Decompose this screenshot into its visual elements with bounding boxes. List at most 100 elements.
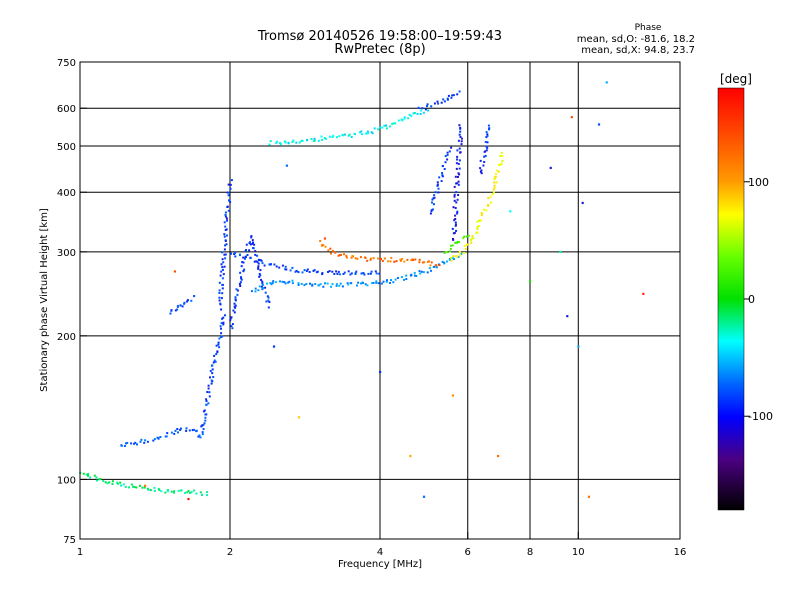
data-point	[133, 486, 136, 488]
data-point	[436, 181, 439, 184]
data-point	[577, 345, 580, 348]
data-point	[426, 105, 428, 108]
data-point	[321, 244, 323, 247]
data-point	[570, 116, 573, 119]
data-point	[469, 239, 472, 242]
data-point	[261, 282, 264, 285]
data-point	[218, 289, 221, 292]
y-tick-label: 100	[57, 475, 76, 486]
data-point	[153, 486, 156, 489]
data-point	[201, 433, 204, 436]
data-point	[340, 253, 342, 256]
data-point	[188, 429, 191, 432]
data-point	[605, 81, 608, 84]
data-point	[372, 257, 375, 260]
chart-subtitle: RwPretec (8p)	[334, 42, 425, 57]
data-point	[452, 94, 455, 97]
data-point	[426, 103, 429, 106]
data-point	[291, 282, 294, 285]
data-point	[144, 439, 147, 442]
data-point	[354, 272, 357, 275]
data-point	[480, 219, 482, 222]
data-point	[223, 253, 226, 256]
data-point	[220, 297, 223, 300]
data-point	[303, 269, 306, 272]
data-point	[497, 170, 500, 173]
data-point	[356, 257, 359, 260]
stats-line-o: mean, sd,O: -81.6, 18.2	[577, 34, 695, 45]
data-point	[458, 159, 461, 162]
data-point	[201, 493, 203, 496]
data-point	[334, 251, 337, 254]
data-point	[430, 105, 433, 108]
data-point	[455, 167, 458, 170]
plot-frame	[79, 61, 681, 540]
data-point	[396, 277, 399, 279]
data-point	[285, 164, 288, 167]
chart-title: Tromsø 20140526 19:58:00–19:59:43	[257, 29, 502, 44]
data-point	[472, 237, 475, 240]
data-point	[450, 244, 452, 247]
colorbar-tick-label: -100	[748, 410, 773, 423]
data-point	[224, 213, 227, 216]
data-point	[250, 235, 253, 238]
data-point	[394, 122, 397, 125]
data-point	[403, 117, 406, 120]
data-point	[486, 147, 489, 149]
data-point	[333, 273, 336, 275]
data-point	[195, 492, 198, 495]
data-point	[417, 106, 420, 109]
data-point	[581, 201, 584, 205]
data-point	[356, 284, 358, 287]
data-point	[119, 481, 122, 484]
data-point	[377, 282, 380, 285]
data-point	[229, 188, 232, 190]
data-point	[229, 183, 232, 186]
data-point	[266, 295, 269, 298]
data-point	[202, 423, 205, 426]
data-point	[443, 251, 446, 254]
data-point	[222, 273, 225, 276]
data-point	[452, 206, 455, 209]
data-point	[177, 431, 179, 434]
data-point	[239, 254, 241, 257]
data-point	[448, 150, 451, 153]
data-point	[485, 149, 488, 152]
data-point	[443, 262, 446, 265]
data-point	[465, 235, 468, 238]
data-point	[440, 180, 443, 182]
data-point	[284, 268, 287, 271]
data-point	[445, 251, 448, 253]
x-tick-label: 10	[572, 547, 585, 558]
data-point	[454, 224, 457, 227]
data-point	[380, 282, 383, 285]
data-point	[475, 231, 478, 234]
data-point	[401, 276, 403, 279]
data-point	[453, 195, 456, 198]
data-point	[458, 124, 461, 127]
data-point	[330, 252, 332, 255]
data-point	[435, 266, 438, 269]
data-point	[204, 416, 207, 419]
data-point	[267, 296, 270, 299]
data-point	[221, 283, 224, 286]
data-point	[233, 302, 236, 305]
data-point	[249, 243, 252, 246]
data-point	[347, 283, 350, 286]
data-point	[351, 255, 354, 257]
data-point	[305, 270, 308, 272]
data-point	[436, 100, 439, 103]
data-point	[133, 442, 135, 445]
data-point	[438, 176, 441, 179]
data-point	[322, 244, 325, 247]
data-point	[297, 283, 300, 286]
data-point	[313, 137, 316, 140]
data-point	[375, 281, 378, 284]
data-point	[236, 293, 239, 296]
data-point	[414, 258, 417, 261]
data-point	[217, 341, 220, 344]
data-point	[335, 270, 338, 273]
data-point	[221, 266, 224, 269]
data-point	[323, 237, 327, 240]
data-point	[336, 136, 338, 139]
